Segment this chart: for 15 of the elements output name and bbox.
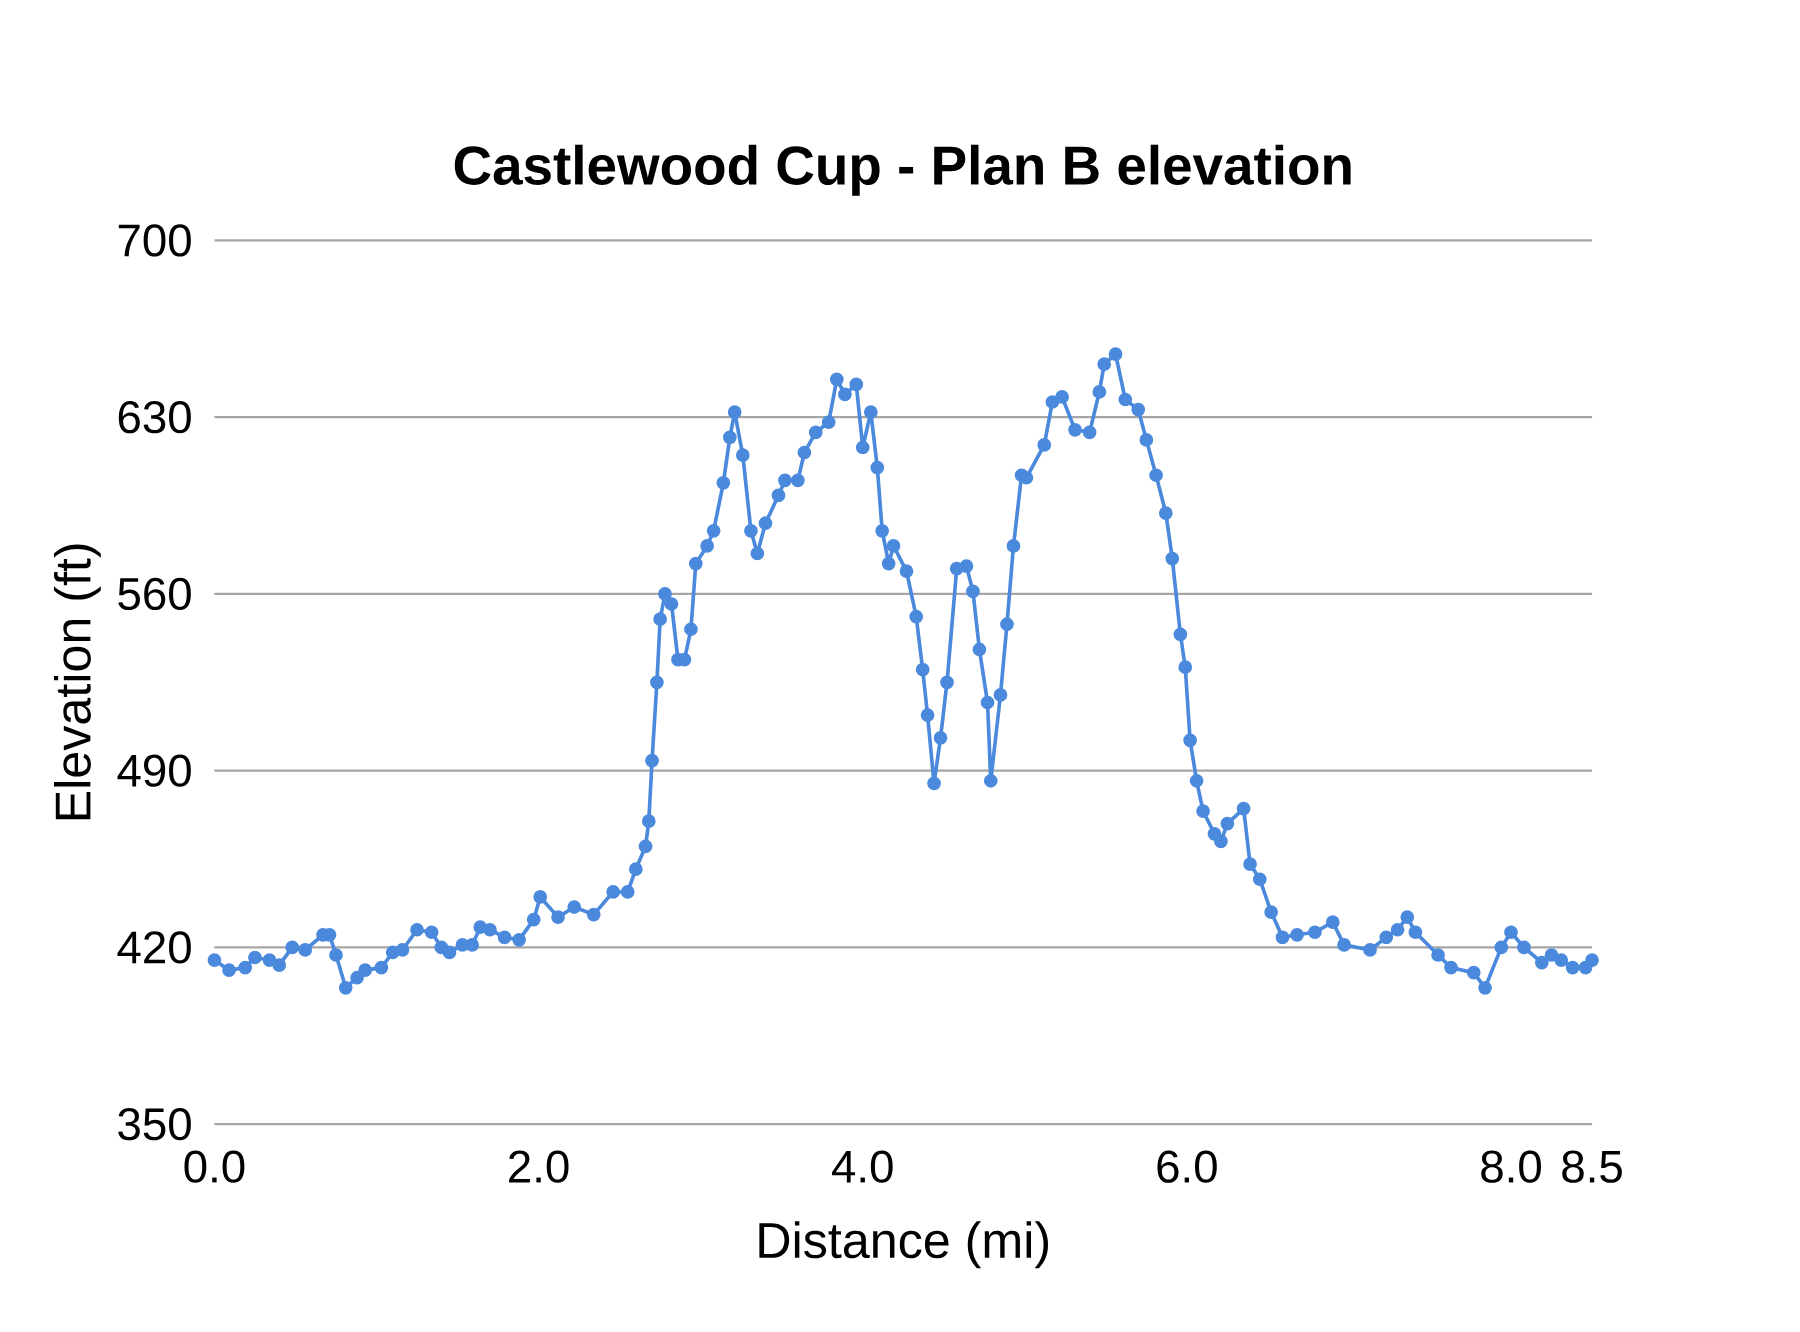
y-tick-label: 490	[117, 754, 191, 787]
x-axis-title: Distance (mi)	[759, 1221, 1048, 1269]
chart-title: Castlewood Cup - Plan B elevation	[454, 144, 1351, 196]
y-tick-label: 420	[117, 931, 191, 964]
x-tick-label: 8.0	[1481, 1150, 1541, 1183]
x-tick-label: 4.0	[832, 1150, 893, 1183]
y-tick-label: 700	[118, 224, 191, 257]
y-tick-label: 630	[118, 400, 191, 434]
y-tick-label: 560	[118, 577, 191, 611]
x-tick-label: 6.0	[1157, 1150, 1217, 1183]
y-tick-label: 350	[118, 1107, 191, 1141]
x-tick-label: 8.5	[1562, 1150, 1622, 1183]
x-tick-label: 2.0	[509, 1150, 569, 1183]
y-axis-title: Elevation (ft)	[53, 544, 101, 820]
x-tick-label: 0.0	[184, 1150, 245, 1183]
